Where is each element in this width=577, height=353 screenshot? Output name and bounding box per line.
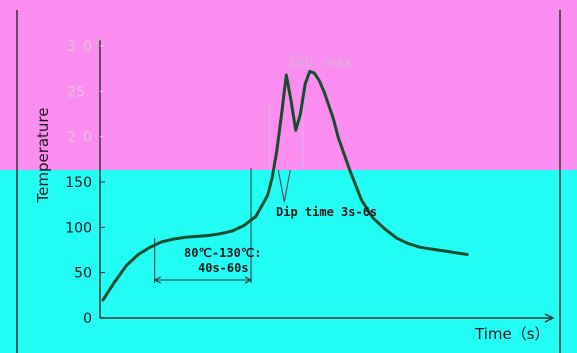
y-axis-arrow bbox=[95, 36, 105, 47]
y-ticks: 0 50 100 150 2 0 25 3 0 bbox=[65, 39, 105, 327]
preheat-temperature-label: 80℃-130℃: bbox=[184, 246, 262, 260]
axes bbox=[95, 36, 555, 323]
temperature-curve bbox=[101, 69, 469, 302]
peak-temperature-label: 260 max bbox=[288, 56, 352, 71]
dip-time-label: Dip time 3s-6s bbox=[276, 205, 377, 219]
y-tick-label: 3 0 bbox=[67, 39, 92, 55]
y-tick-label: 0 bbox=[83, 311, 92, 327]
annotation-guides bbox=[153, 104, 304, 284]
x-axis-arrow bbox=[544, 313, 555, 323]
bottom-band bbox=[0, 170, 577, 353]
x-axis-title: Time（s） bbox=[474, 325, 550, 343]
y-tick-label: 100 bbox=[65, 220, 92, 236]
y-tick-label: 150 bbox=[65, 175, 92, 191]
y-tick-label: 2 0 bbox=[67, 130, 92, 146]
preheat-arrow-right bbox=[244, 276, 253, 284]
y-tick-label: 25 bbox=[67, 84, 92, 100]
y-tick-label: 50 bbox=[74, 266, 92, 282]
dip-time-marker bbox=[277, 169, 291, 203]
y-axis-title: Temperature bbox=[34, 107, 52, 203]
preheat-time-label: 40s-60s bbox=[198, 261, 249, 275]
preheat-arrow-left bbox=[153, 276, 161, 284]
